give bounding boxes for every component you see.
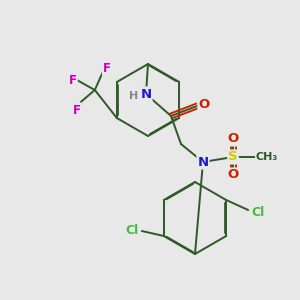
Text: F: F (69, 74, 77, 86)
Text: F: F (73, 103, 81, 116)
Text: Cl: Cl (125, 224, 138, 238)
Text: H: H (129, 91, 139, 101)
Text: N: N (197, 155, 208, 169)
Text: Cl: Cl (252, 206, 265, 218)
Text: S: S (228, 151, 238, 164)
Text: N: N (140, 88, 152, 100)
Text: O: O (198, 98, 210, 110)
Text: O: O (227, 169, 239, 182)
Text: F: F (103, 61, 111, 74)
Text: CH₃: CH₃ (256, 152, 278, 162)
Text: O: O (227, 133, 239, 146)
